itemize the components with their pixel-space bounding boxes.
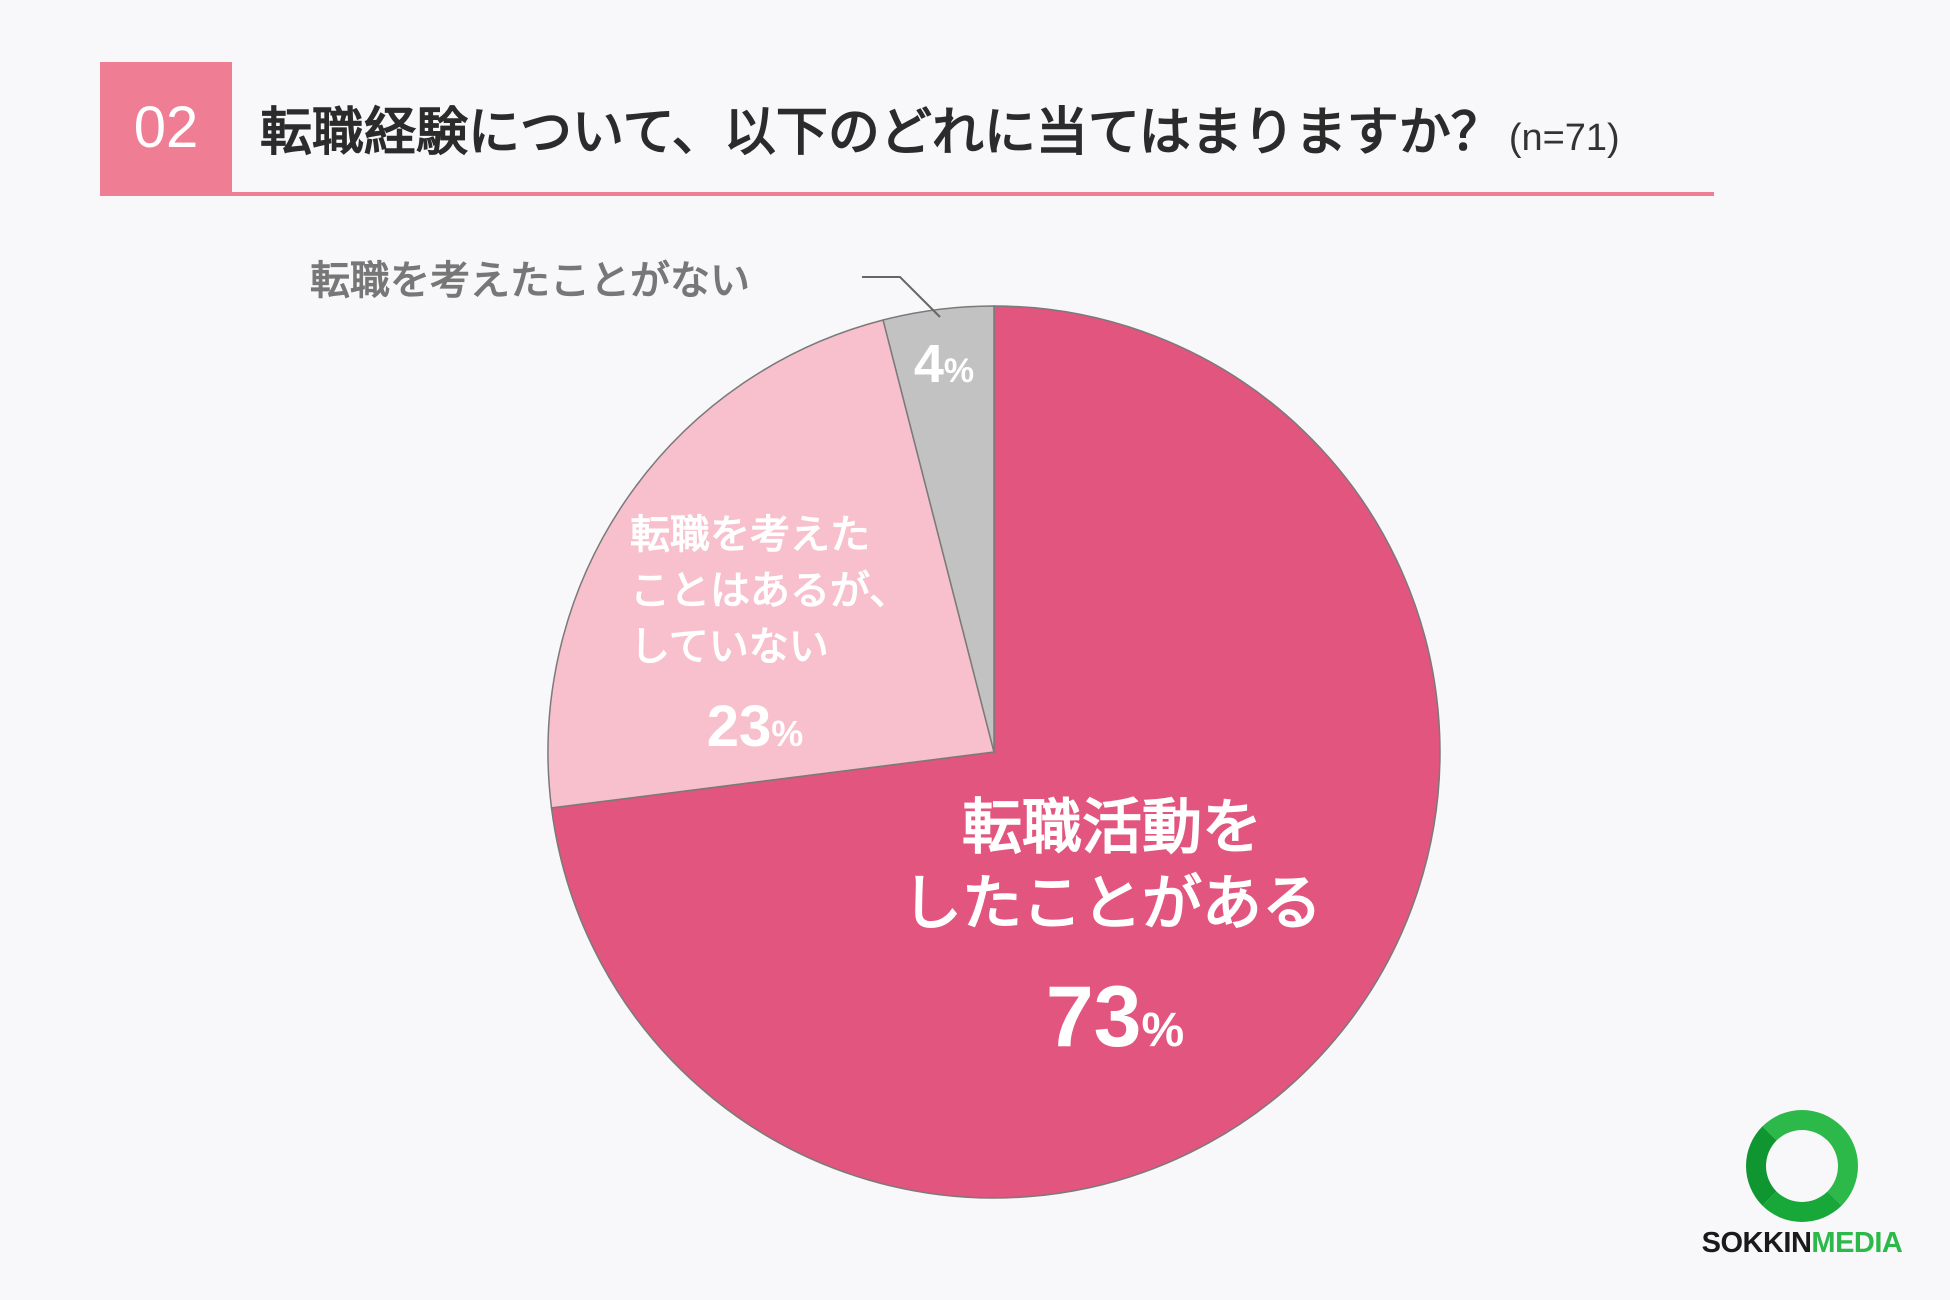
sample-size: (n=71) [1508, 117, 1620, 159]
question-text: 転職経験について、以下のどれに当てはまりますか？ [260, 103, 1503, 163]
pie-slice-1 [550, 305, 1441, 1199]
sokkin-media-logo: SOKKINMEDIA [1700, 1105, 1903, 1265]
slice-2-label-line-1: 転職を考えた [630, 512, 870, 558]
slice-1-value-label: 73% [1046, 969, 1184, 1065]
header-underline [100, 192, 1714, 196]
slice-2-label-line-2: ことはあるが、 [630, 568, 909, 614]
pie-slice-3 [882, 305, 995, 753]
pie-slices [547, 305, 1441, 1199]
logo-wordmark: SOKKINMEDIA [1701, 1227, 1903, 1259]
question-number-badge: 02 [100, 62, 232, 192]
question-header: 02 転職経験について、以下のどれに当てはまりますか？ (n=71) [100, 62, 1714, 196]
logo-ring-icon [1746, 1110, 1858, 1222]
slice-2-label-line-3: していない [630, 624, 829, 670]
slice-3-label-line-1: 転職を考えたことがない [310, 258, 750, 304]
leader-line [862, 276, 941, 318]
slice-1-label-line-2: したことがある [902, 869, 1322, 939]
question-title: 転職経験について、以下のどれに当てはまりますか？ (n=71) [260, 90, 1620, 165]
slice-3-value-label: 4% [914, 334, 974, 394]
slice-2-value-label: 23% [707, 694, 804, 759]
slice-1-label-line-1: 転職活動を [962, 793, 1262, 863]
pie-slice-2 [547, 319, 995, 809]
